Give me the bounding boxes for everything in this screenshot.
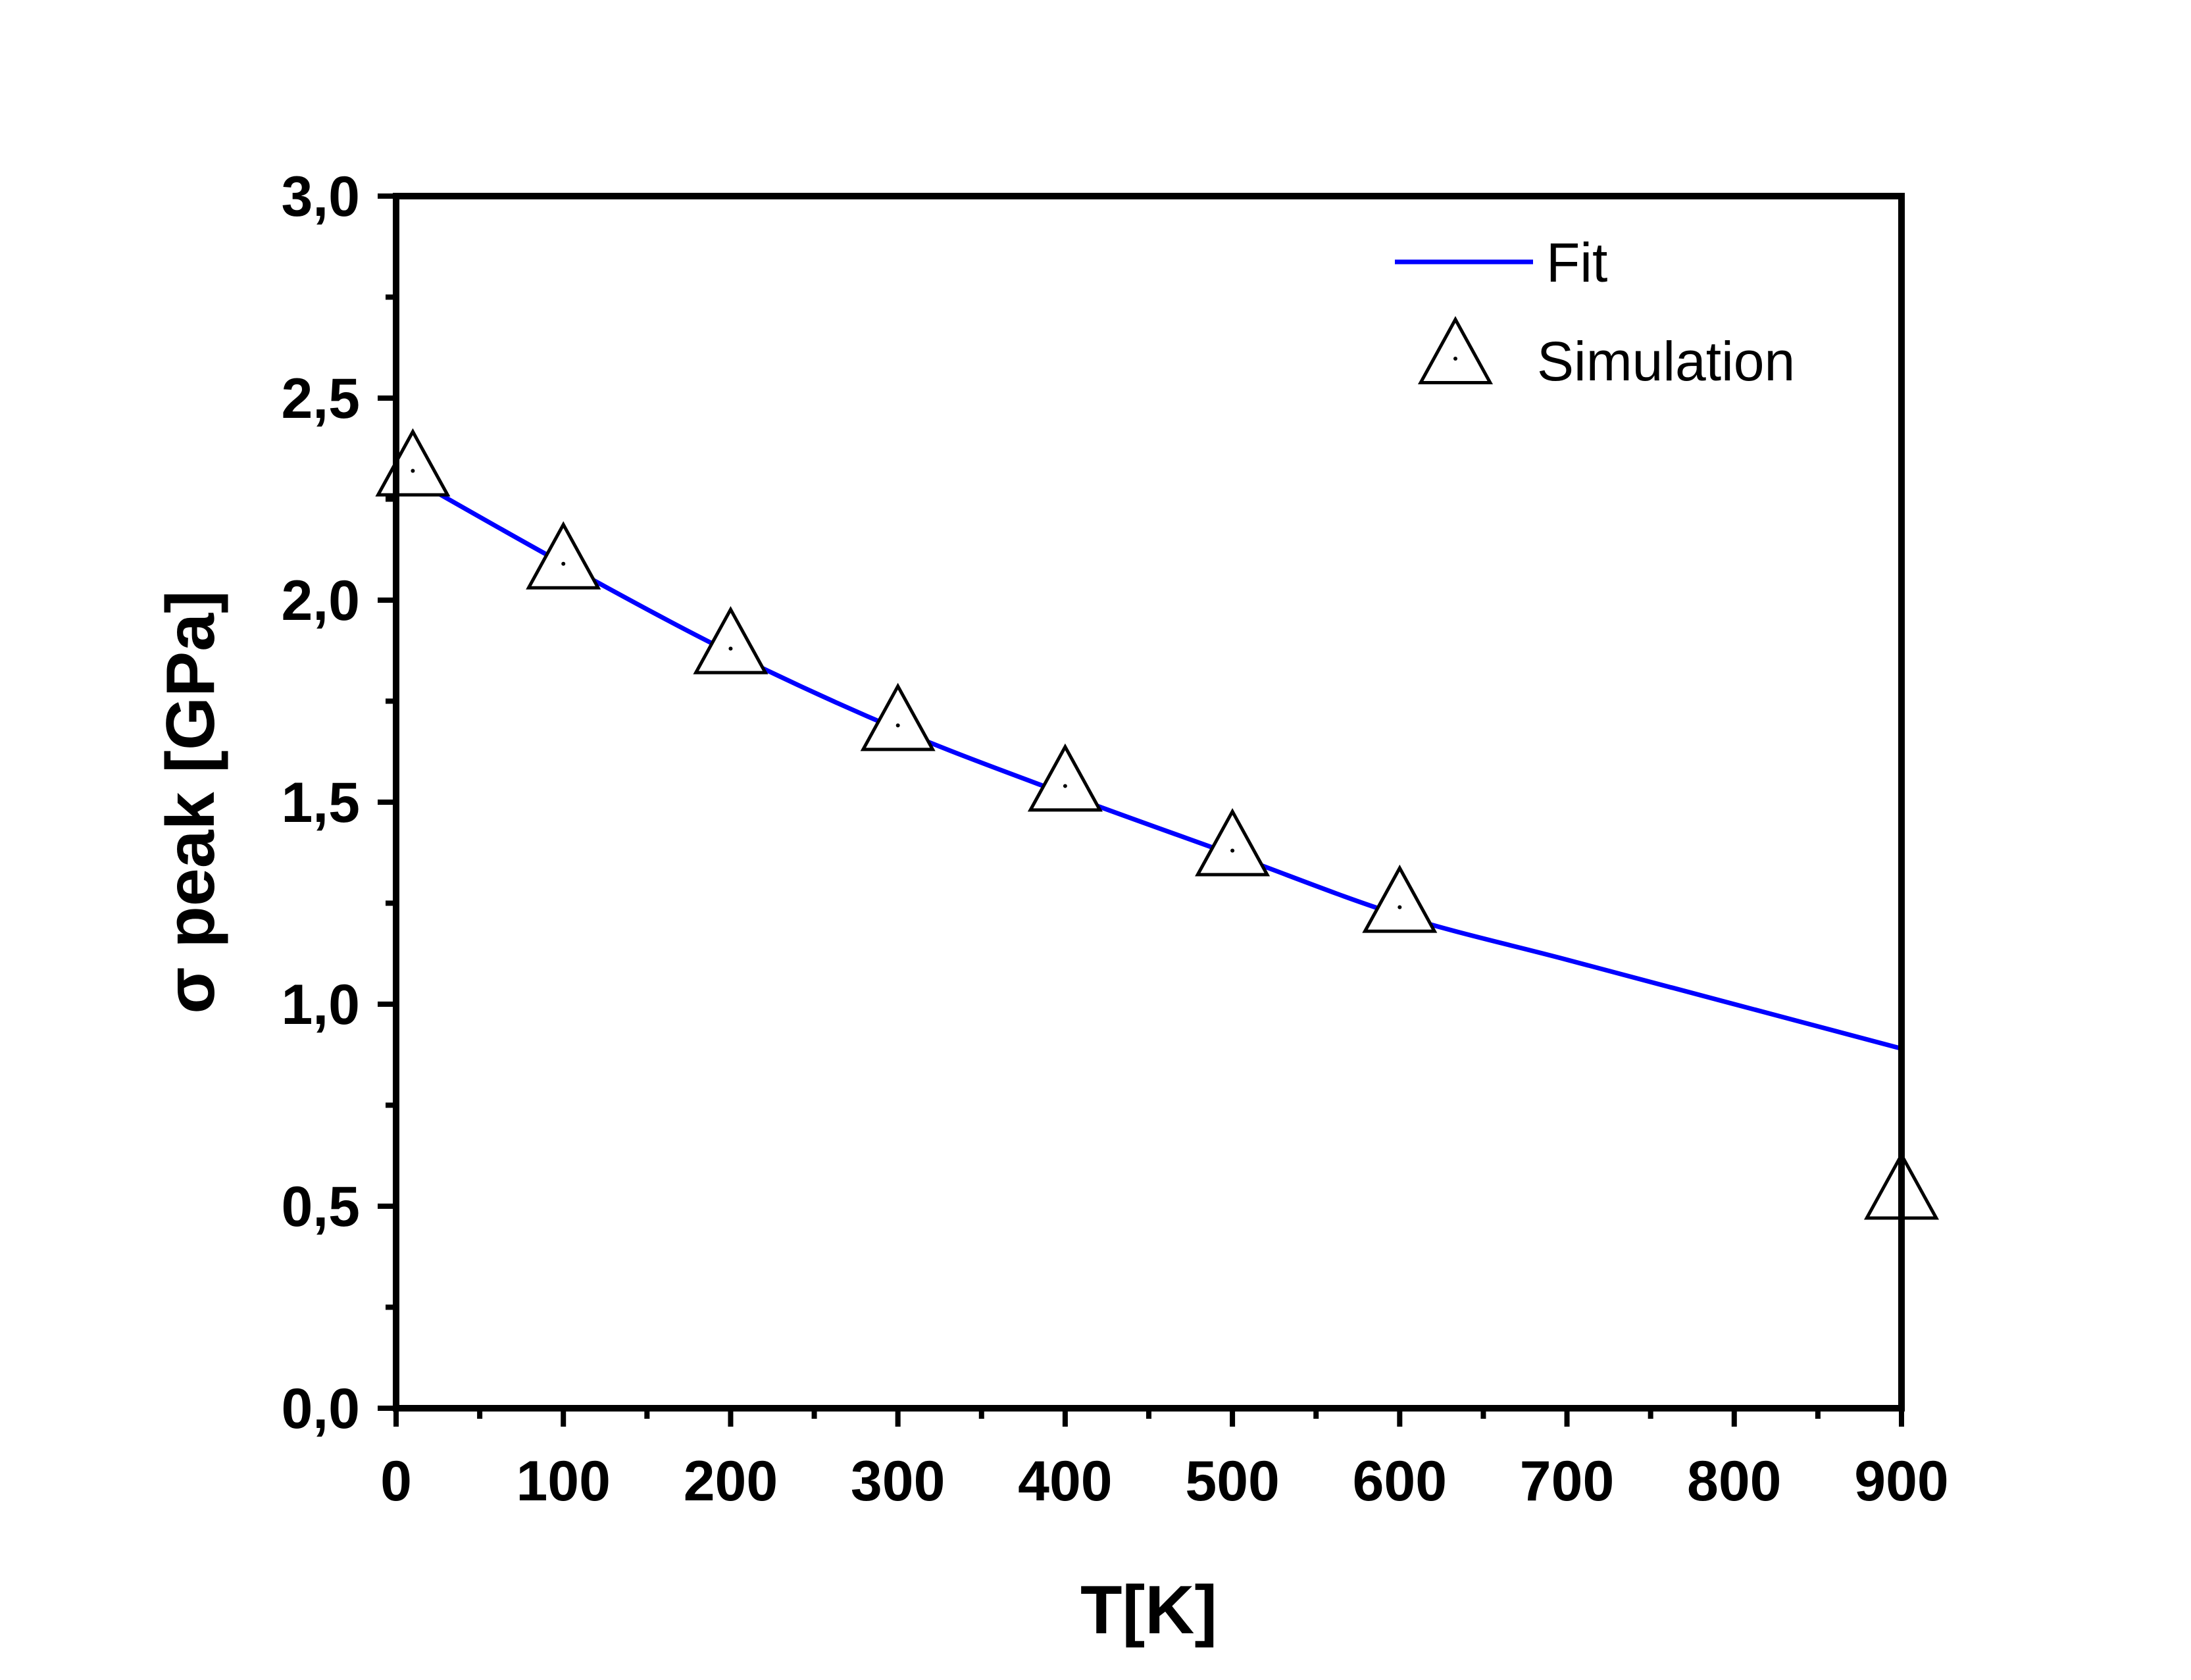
fit-line-layer	[411, 476, 1902, 1051]
x-tick-label: 700	[1520, 1450, 1615, 1513]
x-tick-label: 600	[1353, 1450, 1448, 1513]
legend-simulation-marker-dot	[1453, 357, 1457, 361]
x-tick-label: 900	[1854, 1450, 1949, 1513]
legend-fit-label: Fit	[1546, 232, 1607, 293]
simulation-point	[860, 682, 936, 751]
y-tick-label: 1,5	[281, 771, 360, 834]
fit-series-line	[411, 476, 1902, 1051]
x-tick-label: 0	[380, 1450, 412, 1513]
axis-ticks	[378, 193, 1904, 1427]
y-tick-label: 2,5	[281, 367, 360, 430]
simulation-point	[1195, 807, 1271, 877]
x-tick-label: 800	[1687, 1450, 1782, 1513]
x-tick-label: 100	[516, 1450, 611, 1513]
simulation-point	[693, 605, 768, 675]
simulation-point	[375, 428, 451, 497]
x-tick-labels: 0 100 200 300 400 500 600 700 800 900	[380, 1450, 1949, 1513]
legend-simulation-label: Simulation	[1537, 330, 1795, 392]
x-tick-label: 200	[684, 1450, 778, 1513]
simulation-point	[1362, 864, 1438, 933]
x-axis-title: T[K]	[1080, 1572, 1217, 1648]
simulation-point	[526, 521, 601, 590]
x-tick-label: 300	[851, 1450, 945, 1513]
legend: Fit Simulation	[1395, 232, 1795, 392]
simulation-point	[1027, 743, 1103, 812]
y-tick-labels: 0,0 0,5 1,0 1,5 2,0 2,5 3,0	[281, 165, 360, 1440]
x-tick-label: 500	[1185, 1450, 1280, 1513]
y-axis-title: σ peak [GPa]	[153, 590, 229, 1013]
y-tick-label: 0,0	[281, 1377, 360, 1440]
y-tick-label: 3,0	[281, 165, 360, 228]
legend-simulation-marker	[1417, 316, 1494, 384]
simulation-markers-layer	[375, 428, 1940, 1220]
y-tick-label: 2,0	[281, 569, 360, 632]
y-tick-label: 0,5	[281, 1175, 360, 1238]
y-tick-label: 1,0	[281, 973, 360, 1036]
x-tick-label: 400	[1018, 1450, 1113, 1513]
